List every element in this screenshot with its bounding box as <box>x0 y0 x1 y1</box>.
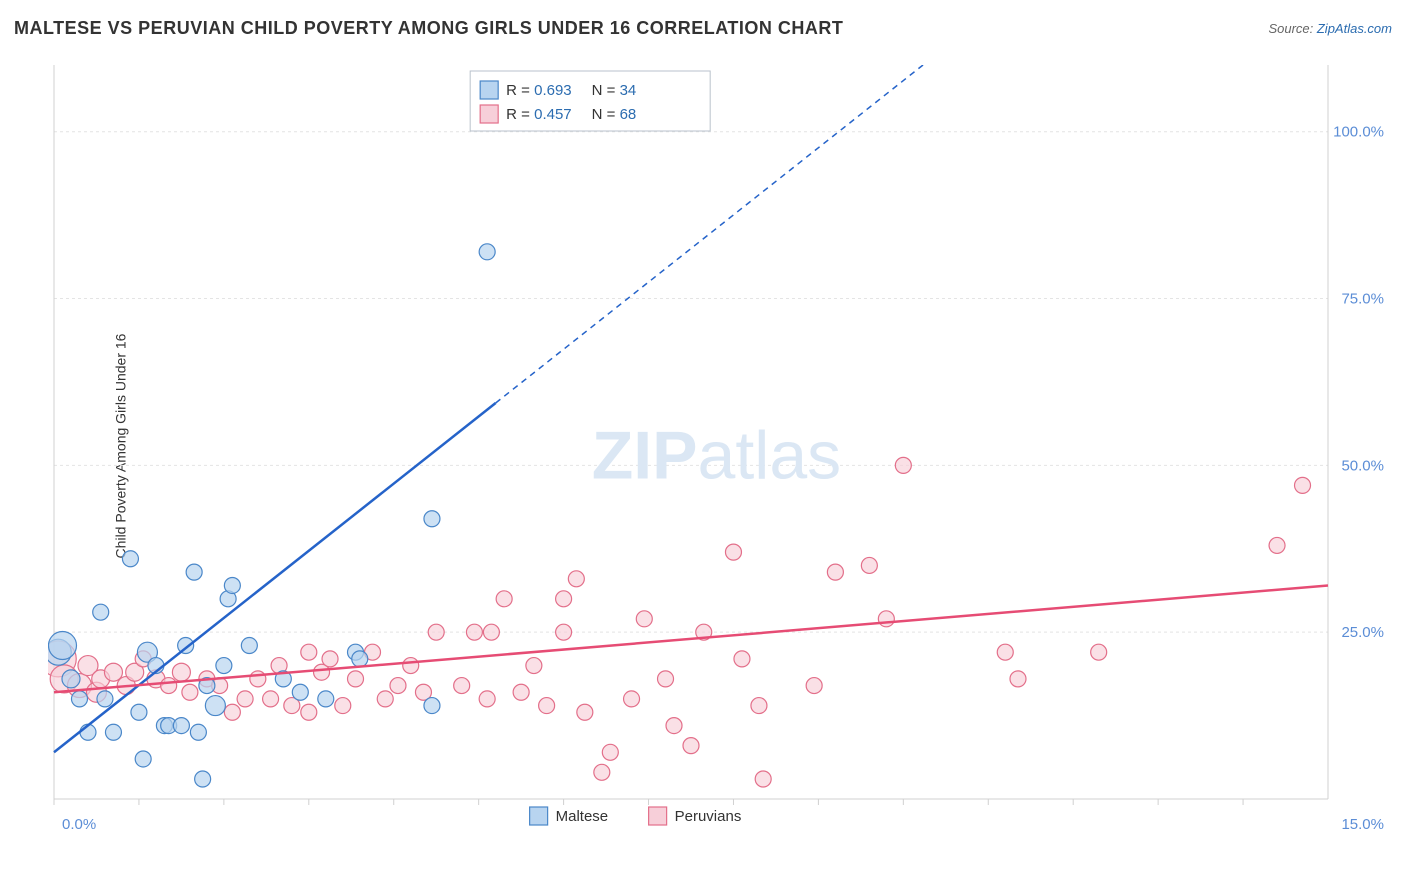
data-point <box>172 663 190 681</box>
data-point <box>173 718 189 734</box>
data-point <box>827 564 843 580</box>
data-point <box>997 644 1013 660</box>
legend-stats-box: R = 0.693N = 34 R = 0.457N = 68 <box>470 71 710 131</box>
data-point <box>135 751 151 767</box>
points-layer <box>48 244 1311 787</box>
data-point <box>48 632 76 660</box>
data-point <box>390 678 406 694</box>
data-point <box>526 658 542 674</box>
data-point <box>237 691 253 707</box>
y-tick-label: 75.0% <box>1341 291 1384 308</box>
data-point <box>466 624 482 640</box>
data-point <box>122 551 138 567</box>
x-tick-label-left: 0.0% <box>62 816 96 833</box>
data-point <box>205 696 225 716</box>
data-point <box>190 724 206 740</box>
data-point <box>594 764 610 780</box>
data-point <box>424 511 440 527</box>
data-point <box>1010 671 1026 687</box>
data-point <box>1269 537 1285 553</box>
data-point <box>483 624 499 640</box>
data-point <box>250 671 266 687</box>
legend-swatch <box>649 807 667 825</box>
chart-plot-area: 25.0% 50.0% 75.0% 100.0% ZIPatlas 0.0% 15.0% R … <box>48 65 1388 835</box>
data-point <box>666 718 682 734</box>
data-point <box>806 678 822 694</box>
data-point <box>105 724 121 740</box>
data-point <box>318 691 334 707</box>
data-point <box>424 698 440 714</box>
data-point <box>751 698 767 714</box>
watermark: ZIPatlas <box>592 418 841 494</box>
legend-stat-row: R = 0.693N = 34 <box>506 82 636 99</box>
data-point <box>322 651 338 667</box>
data-point <box>403 658 419 674</box>
legend-label: Peruvians <box>675 808 742 825</box>
data-point <box>224 577 240 593</box>
data-point <box>1091 644 1107 660</box>
y-tick-label: 50.0% <box>1341 457 1384 474</box>
y-tick-label: 25.0% <box>1341 624 1384 641</box>
legend-bottom: Maltese Peruvians <box>530 807 742 825</box>
data-point <box>878 611 894 627</box>
data-point <box>301 704 317 720</box>
data-point <box>725 544 741 560</box>
data-point <box>186 564 202 580</box>
data-point <box>301 644 317 660</box>
data-point <box>71 691 87 707</box>
data-point <box>895 457 911 473</box>
data-point <box>602 744 618 760</box>
data-point <box>377 691 393 707</box>
data-point <box>479 244 495 260</box>
data-point <box>224 704 240 720</box>
data-point <box>1295 477 1311 493</box>
data-point <box>624 691 640 707</box>
data-point <box>352 651 368 667</box>
legend-label: Maltese <box>556 808 609 825</box>
source-credit: Source: ZipAtlas.com <box>1268 21 1392 36</box>
data-point <box>62 670 80 688</box>
data-point <box>568 571 584 587</box>
data-point <box>195 771 211 787</box>
data-point <box>348 671 364 687</box>
legend-stat-row: R = 0.457N = 68 <box>506 106 636 123</box>
data-point <box>496 591 512 607</box>
data-point <box>683 738 699 754</box>
source-link[interactable]: ZipAtlas.com <box>1317 21 1392 36</box>
data-point <box>93 604 109 620</box>
data-point <box>428 624 444 640</box>
data-point <box>577 704 593 720</box>
chart-title: MALTESE VS PERUVIAN CHILD POVERTY AMONG … <box>14 18 843 39</box>
data-point <box>97 691 113 707</box>
data-point <box>131 704 147 720</box>
legend-swatch <box>530 807 548 825</box>
x-tick-label-right: 15.0% <box>1341 816 1384 833</box>
data-point <box>454 678 470 694</box>
data-point <box>216 658 232 674</box>
data-point <box>636 611 652 627</box>
data-point <box>182 684 198 700</box>
data-point <box>539 698 555 714</box>
data-point <box>861 557 877 573</box>
legend-swatch <box>480 105 498 123</box>
data-point <box>513 684 529 700</box>
data-point <box>658 671 674 687</box>
legend-swatch <box>480 81 498 99</box>
y-tick-label: 100.0% <box>1333 124 1384 141</box>
data-point <box>479 691 495 707</box>
data-point <box>335 698 351 714</box>
data-point <box>556 591 572 607</box>
data-point <box>241 638 257 654</box>
data-point <box>556 624 572 640</box>
source-prefix: Source: <box>1268 21 1316 36</box>
data-point <box>263 691 279 707</box>
data-point <box>755 771 771 787</box>
data-point <box>161 678 177 694</box>
data-point <box>292 684 308 700</box>
data-point <box>734 651 750 667</box>
